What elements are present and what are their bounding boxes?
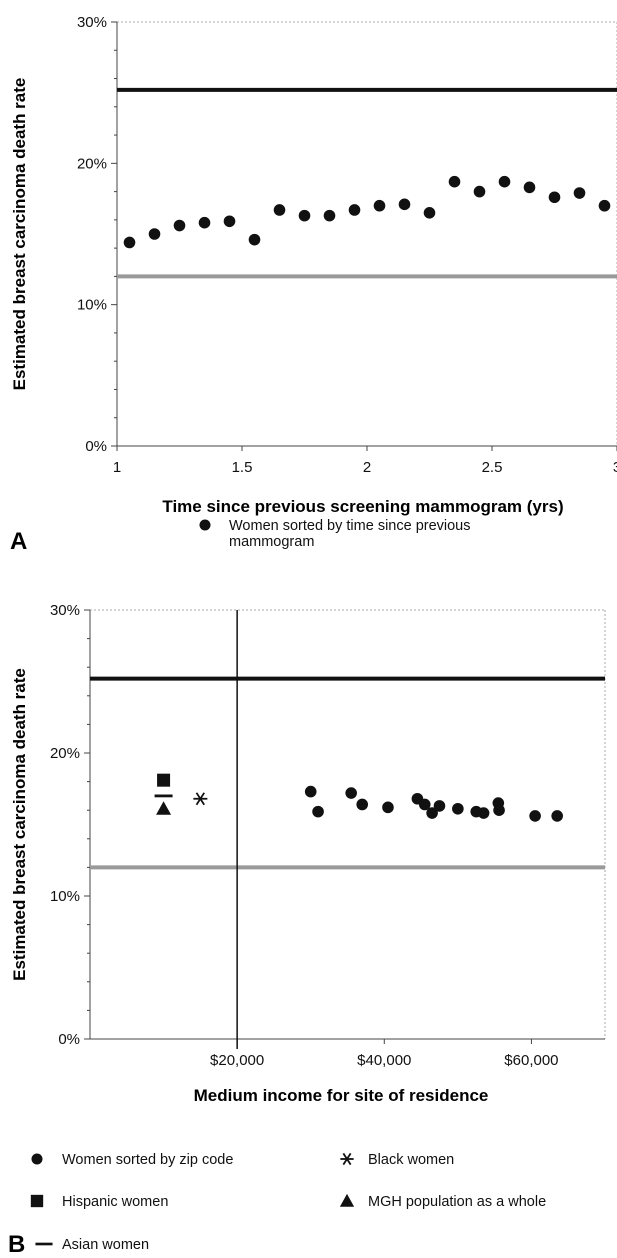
panel-a-x-tick-label: 1 <box>113 459 121 476</box>
panel-b-point-asterisk <box>193 792 208 806</box>
panel-b-point-circle <box>493 804 505 816</box>
panel-a-x-tick-label: 2 <box>363 459 371 476</box>
panel-b-point-circle <box>418 798 431 811</box>
panel-b-legend-label: Hispanic women <box>62 1194 168 1210</box>
panel-a-point-circle <box>573 187 586 199</box>
panel-a-point-circle <box>423 207 436 219</box>
panel-b-legend-label: Women sorted by zip code <box>62 1152 233 1168</box>
panel-a-point-circle <box>348 204 361 216</box>
panel-a-point-circle <box>173 219 186 232</box>
panel-b-legend-marker-dash <box>35 1242 53 1246</box>
panel-a-legend-marker-circle <box>199 519 211 531</box>
panel-b-y-axis-title: Estimated breast carcinoma death rate <box>10 668 29 981</box>
panel-b-y-tick-label: 20% <box>50 745 80 762</box>
panel-a-point-circle <box>598 199 611 212</box>
panel-a-point-circle <box>323 209 336 222</box>
panel-a-point-circle <box>373 199 386 212</box>
panel-b-legend-label: Asian women <box>62 1237 149 1253</box>
panel-a-y-tick-label: 0% <box>85 438 107 455</box>
panel-b-x-tick-label: $60,000 <box>504 1052 558 1069</box>
panel-b-y-tick-label: 10% <box>50 888 80 905</box>
panel-a-legend-label: mammogram <box>229 534 314 550</box>
panel-a-point-circle <box>523 181 536 194</box>
panel-a-x-tick-label: 1.5 <box>232 459 253 476</box>
panel-a-point-circle <box>298 209 311 222</box>
panel-b-point-circle <box>426 807 438 819</box>
panel-a-legend-label: Women sorted by time since previous <box>229 518 471 534</box>
panel-b-x-axis-title: Medium income for site of residence <box>194 1086 489 1105</box>
panel-b-letter: B <box>8 1231 25 1258</box>
panel-a-point-circle <box>398 198 411 211</box>
panel-b-x-tick-label: $40,000 <box>357 1052 411 1069</box>
panel-b-point-circle <box>529 810 541 822</box>
panel-a-x-axis-title: Time since previous screening mammogram … <box>162 497 563 516</box>
panel-a-point-circle <box>498 175 511 188</box>
panel-b-legend-marker-asterisk <box>340 1152 354 1166</box>
panel-b-legend-label: MGH population as a whole <box>368 1194 546 1210</box>
panel-a-y-tick-label: 10% <box>77 297 107 314</box>
panel-a-point-circle <box>548 191 561 204</box>
panel-b-point-square <box>157 773 171 787</box>
panel-b-point-circle <box>477 807 490 819</box>
panel-a-point-circle <box>123 236 136 249</box>
panel-b-y-tick-label: 30% <box>50 602 80 619</box>
panel-a-point-circle <box>473 185 486 198</box>
panel-a-y-tick-label: 30% <box>77 14 107 31</box>
panel-a-point-circle <box>448 175 461 188</box>
panel-a-x-tick-label: 2.5 <box>482 459 503 476</box>
panel-b-point-triangle <box>156 801 172 815</box>
panel-b-legend-label: Black women <box>368 1152 454 1168</box>
panel-b-legend-marker-circle <box>31 1153 43 1165</box>
panel-a-x-tick-label: 3 <box>613 459 617 476</box>
panel-a-point-circle <box>273 204 286 216</box>
panel-b-point-circle <box>433 800 446 812</box>
panel-b-point-circle <box>452 802 464 815</box>
panel-b-point-circle <box>345 787 357 799</box>
panel-b-y-tick-label: 0% <box>58 1031 80 1048</box>
panel-a-point-circle <box>198 216 211 229</box>
panel-b-legend-marker-triangle <box>339 1193 355 1207</box>
panel-a-point-circle <box>248 233 261 246</box>
panel-b-point-circle <box>382 801 394 814</box>
panel-a-y-tick-label: 20% <box>77 155 107 172</box>
panel-a-y-axis-title: Estimated breast carcinoma death rate <box>10 78 29 391</box>
panel-b-point-circle <box>312 805 324 818</box>
panel-b-point-dash <box>154 794 173 798</box>
panel-a-letter: A <box>10 528 27 555</box>
panel-b-point-circle <box>356 798 369 811</box>
panel-b-point-circle <box>304 785 317 798</box>
panel-a-point-circle <box>148 228 161 240</box>
panel-b-point-circle <box>551 810 563 822</box>
panel-a-point-circle <box>223 215 236 228</box>
panel-b-legend-marker-square <box>30 1194 44 1208</box>
panel-b-x-tick-label: $20,000 <box>210 1052 264 1069</box>
